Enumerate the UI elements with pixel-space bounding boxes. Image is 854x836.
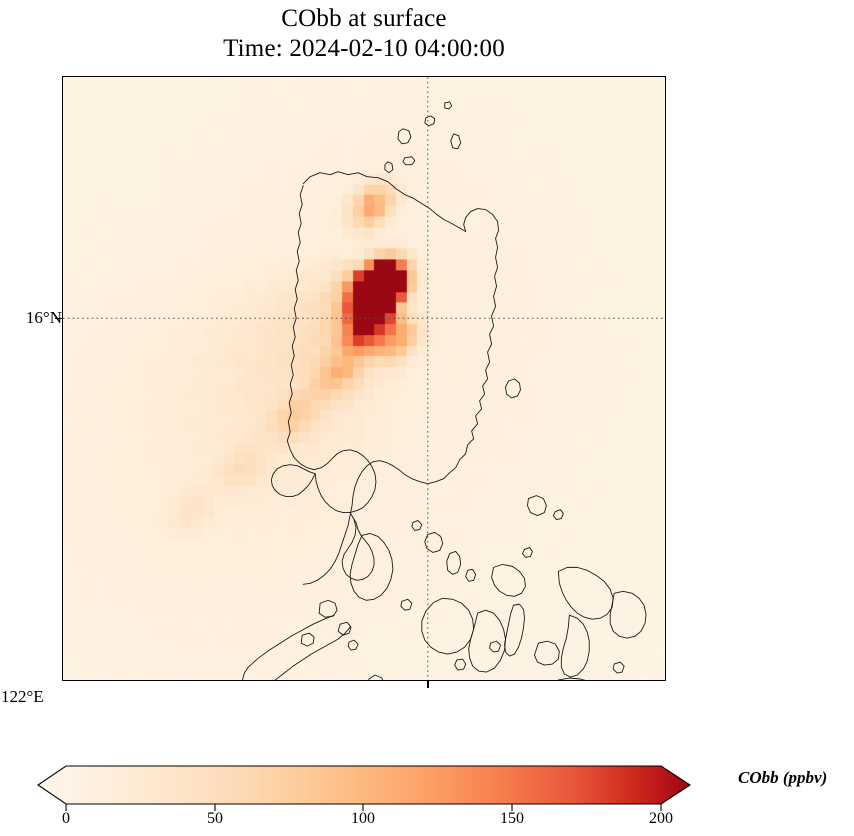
lon-tick-label-wrap: 122°E bbox=[1, 687, 794, 707]
map-gridlines bbox=[63, 77, 665, 680]
figure-title: CObb at surface Time: 2024-02-10 04:00:0… bbox=[0, 4, 728, 64]
coastline-overlay bbox=[241, 101, 647, 680]
title-subtitle: Time: 2024-02-10 04:00:00 bbox=[223, 35, 505, 62]
concentration-raster bbox=[63, 77, 665, 680]
title-main: CObb at surface bbox=[281, 5, 447, 32]
lat-tick-label: 16°N bbox=[25, 308, 62, 327]
colorbar-tick-100: 100 bbox=[351, 810, 375, 827]
lat-tick-mark bbox=[55, 317, 62, 320]
lon-tick-label: 122°E bbox=[1, 687, 44, 706]
colorbar-tick-200: 200 bbox=[649, 810, 673, 827]
colorbar-label: CObb (ppbv) bbox=[738, 768, 828, 787]
colorbar-graphic bbox=[37, 765, 692, 811]
colorbar-tick-50: 50 bbox=[207, 810, 223, 827]
map-axes bbox=[62, 76, 666, 681]
colorbar-tick-0: 0 bbox=[62, 810, 70, 827]
lon-tick-mark bbox=[427, 681, 429, 688]
colorbar: 0 50 100 150 200 bbox=[0, 758, 854, 836]
colorbar-tick-150: 150 bbox=[500, 810, 524, 827]
